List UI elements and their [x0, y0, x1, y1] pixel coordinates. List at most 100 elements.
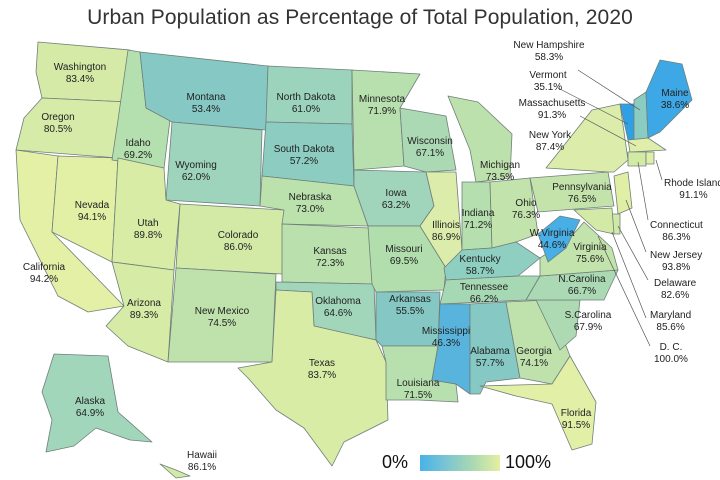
- state-label-maine: Maine 38.6%: [661, 88, 689, 112]
- state-name: Illinois: [432, 220, 460, 231]
- state-value: 71.5%: [403, 390, 433, 401]
- state-value: 76.5%: [567, 194, 597, 205]
- state-label-massachusetts: Massachusetts 91.3%: [519, 98, 586, 122]
- state-value: 83.7%: [307, 370, 337, 381]
- state-label-dc: D. C. 100.0%: [654, 342, 688, 366]
- leader-delaware: [617, 225, 649, 281]
- state-name: Tennessee: [459, 282, 509, 293]
- state-label-iowa: Iowa 63.2%: [382, 188, 410, 212]
- state-value: 46.3%: [431, 338, 461, 349]
- state-name: Oklahoma: [315, 296, 361, 307]
- state-value: 71.9%: [367, 106, 397, 117]
- state-name: New Jersey: [650, 250, 703, 261]
- state-name: Alabama: [470, 346, 510, 357]
- state-value: 91.3%: [537, 110, 567, 121]
- state-label-nebraska: Nebraska 73.0%: [289, 192, 332, 216]
- legend-color-bar: [420, 455, 500, 471]
- state-label-new-hampshire: New Hampshire 58.3%: [513, 40, 584, 64]
- state-value: 62.0%: [181, 172, 211, 183]
- state-oregon: [15, 97, 129, 159]
- state-label-pennsylvania: Pennsylvania 76.5%: [552, 182, 611, 206]
- state-value: 69.5%: [389, 256, 419, 267]
- state-alaska: [41, 353, 153, 453]
- state-label-utah: Utah 89.8%: [134, 218, 162, 242]
- state-ohio: [489, 177, 539, 249]
- leader-vermont: [557, 87, 629, 125]
- state-name: Washington: [53, 62, 107, 73]
- map-title: Urban Population as Percentage of Total …: [87, 6, 633, 29]
- state-label-w-virginia: W.Virginia 44.6%: [530, 228, 575, 252]
- state-michigan: [447, 95, 513, 183]
- state-label-colorado: Colorado 86.0%: [218, 230, 259, 254]
- state-label-arizona: Arizona 89.3%: [127, 298, 161, 322]
- state-name: Montana: [186, 92, 226, 103]
- state-label-new-mexico: New Mexico 74.5%: [195, 306, 249, 330]
- state-pennsylvania: [529, 171, 615, 213]
- leader-connecticut: [637, 161, 649, 221]
- state-value: 74.1%: [519, 358, 549, 369]
- state-name: Iowa: [385, 188, 407, 199]
- state-value: 76.3%: [511, 210, 541, 221]
- state-name: Delaware: [654, 278, 697, 289]
- state-label-south-dakota: South Dakota 57.2%: [274, 144, 335, 168]
- legend-max-label: 100%: [505, 452, 552, 472]
- state-label-rhode-island: Rhode Island 91.1%: [664, 178, 720, 202]
- state-new-hampshire: [633, 91, 649, 141]
- state-florida: [479, 355, 597, 451]
- state-name: Michigan: [479, 160, 521, 171]
- state-label-mississippi: Mississippi 46.3%: [422, 326, 470, 350]
- state-name: Minnesota: [358, 94, 406, 105]
- state-label-new-jersey: New Jersey 93.8%: [650, 250, 702, 274]
- state-label-kentucky: Kentucky 58.7%: [459, 254, 500, 278]
- state-value: 55.5%: [395, 306, 425, 317]
- state-value: 83.4%: [65, 74, 95, 85]
- state-name: Texas: [308, 358, 336, 369]
- state-label-michigan: Michigan 73.5%: [480, 160, 520, 184]
- state-name: Nevada: [74, 200, 110, 211]
- state-name: Colorado: [217, 230, 259, 241]
- state-name: Florida: [560, 408, 592, 419]
- state-label-ohio: Ohio 76.3%: [512, 198, 540, 222]
- state-label-indiana: Indiana 71.2%: [462, 208, 495, 232]
- state-name: Oregon: [41, 112, 75, 123]
- state-name: N.Carolina: [558, 274, 606, 285]
- state-label-louisiana: Louisiana 71.5%: [397, 378, 440, 402]
- state-label-georgia: Georgia 74.1%: [516, 346, 552, 370]
- state-label-alaska: Alaska 64.9%: [75, 396, 105, 420]
- state-name: New Hampshire: [513, 40, 585, 51]
- state-value: 67.1%: [415, 148, 445, 159]
- state-name: Utah: [137, 218, 159, 229]
- state-value: 57.7%: [475, 358, 505, 369]
- state-name: Indiana: [461, 208, 495, 219]
- state-label-texas: Texas 83.7%: [308, 358, 336, 382]
- state-arizona: [105, 261, 175, 363]
- leader-new-jersey: [625, 199, 647, 253]
- state-value: 53.4%: [191, 104, 221, 115]
- state-label-illinois: Illinois 86.9%: [432, 220, 460, 244]
- state-name: D. C.: [659, 342, 683, 353]
- state-value: 64.9%: [75, 408, 105, 419]
- state-label-tennessee: Tennessee 66.2%: [460, 282, 508, 306]
- state-name: Idaho: [125, 138, 151, 149]
- state-label-florida: Florida 91.5%: [561, 408, 592, 432]
- leader-dc: [597, 235, 651, 347]
- state-wisconsin: [399, 107, 457, 173]
- state-value: 66.2%: [469, 294, 499, 305]
- state-connecticut: [627, 151, 647, 167]
- state-name: Connecticut: [650, 220, 703, 231]
- state-name: Kansas: [313, 246, 347, 257]
- state-name: New York: [528, 130, 572, 141]
- state-hawaii: [159, 463, 191, 479]
- state-value: 86.0%: [223, 242, 253, 253]
- state-value: 100.0%: [654, 354, 688, 365]
- state-value: 72.3%: [315, 258, 345, 269]
- state-label-n-carolina: N.Carolina 66.7%: [558, 274, 605, 298]
- state-name: Rhode Island: [664, 178, 720, 189]
- legend-min-label: 0%: [382, 452, 409, 472]
- state-name: S.Carolina: [564, 310, 612, 321]
- state-label-oregon: Oregon 80.5%: [41, 112, 74, 136]
- state-massachusetts: [627, 137, 667, 153]
- state-label-minnesota: Minnesota 71.9%: [359, 94, 405, 118]
- state-value: 44.6%: [537, 240, 567, 251]
